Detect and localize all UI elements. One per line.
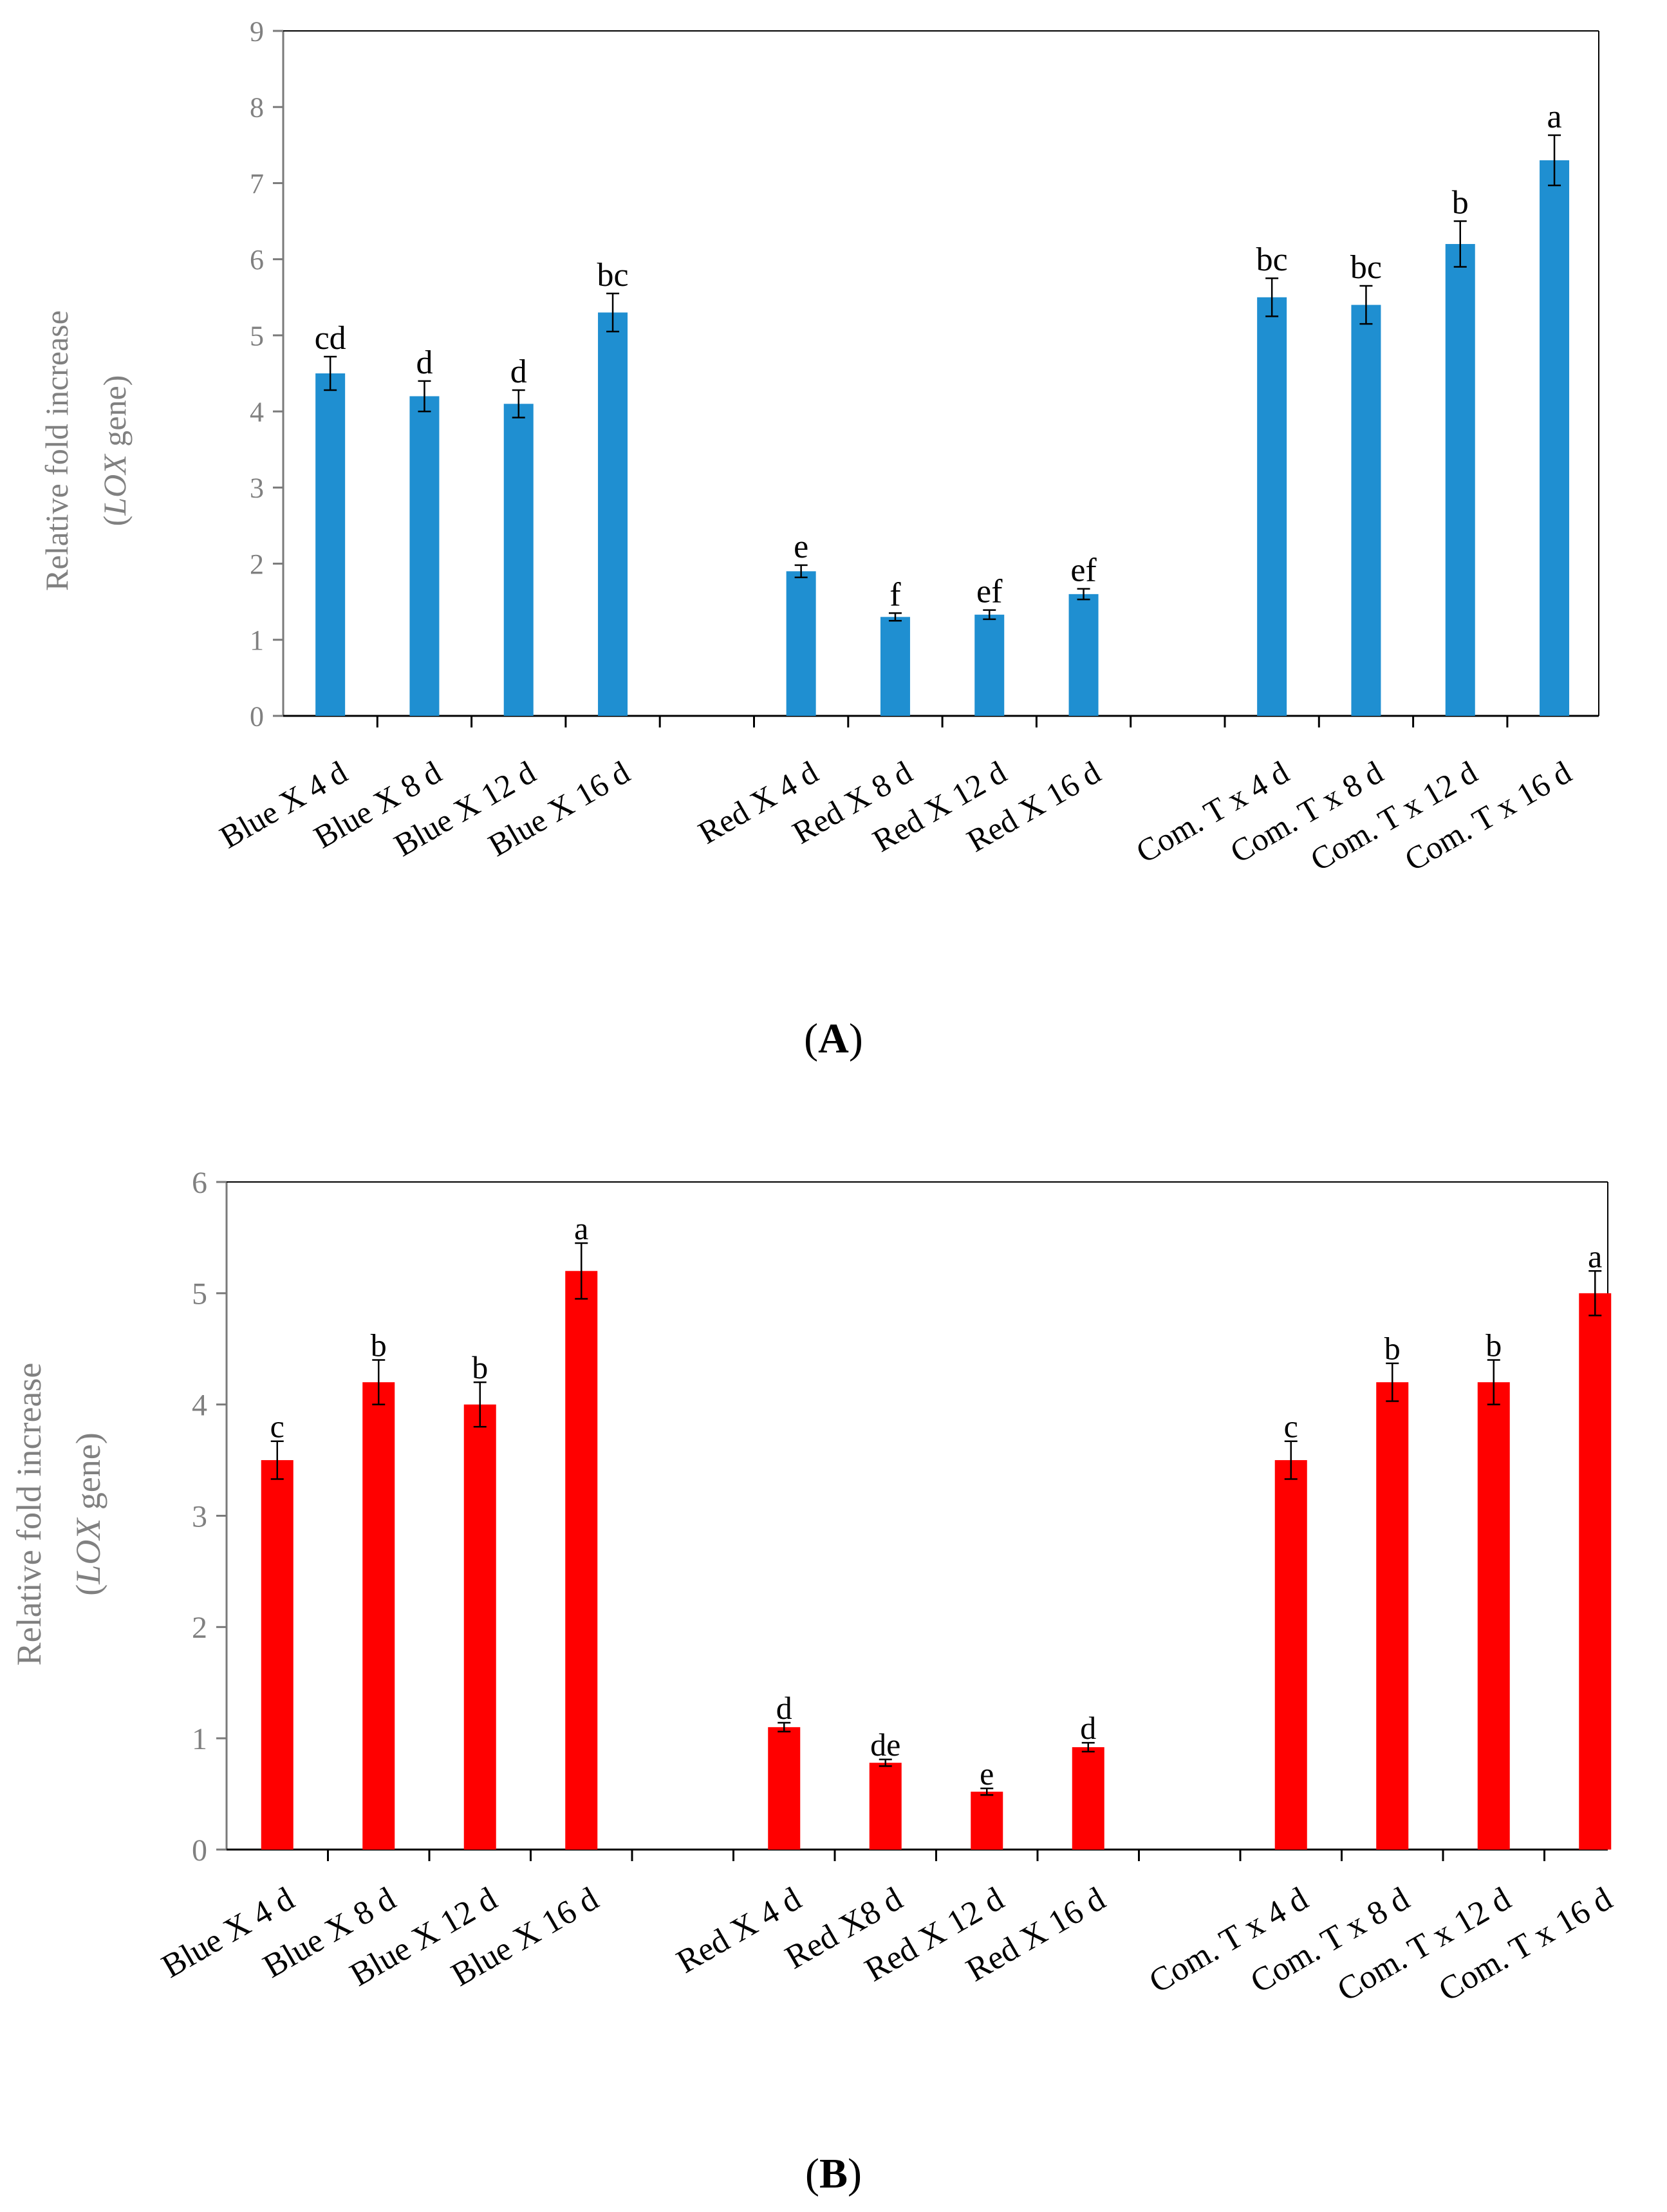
bar-a (315, 373, 346, 716)
significance-letter-b: a (1588, 1238, 1602, 1274)
panel-label-letter-b: B (819, 2150, 848, 2197)
y-tick-label-a: 0 (250, 700, 264, 732)
bar-b (261, 1460, 293, 1850)
bar-a (1068, 594, 1099, 716)
significance-letter-a: e (794, 529, 808, 565)
y-axis-title-open-a: ( (97, 516, 133, 527)
y-tick-label-b: 0 (192, 1833, 207, 1868)
bar-b (971, 1792, 1003, 1850)
significance-letter-b: d (776, 1690, 792, 1726)
y-axis-title-rest-b: gene) (69, 1432, 107, 1518)
bar-b (1376, 1382, 1409, 1850)
bar-a (1540, 160, 1570, 716)
bar-b (362, 1382, 395, 1850)
significance-letter-b: b (1485, 1327, 1502, 1364)
significance-letter-a: bc (1256, 241, 1288, 278)
panel-label-open-b: ( (805, 2150, 819, 2197)
panel-label-close-b: ) (848, 2150, 862, 2197)
bar-a (409, 396, 440, 716)
significance-letter-a: bc (1350, 249, 1382, 286)
bar-a (880, 617, 910, 716)
y-tick-label-b: 4 (192, 1388, 207, 1422)
y-tick-label-b: 3 (192, 1499, 207, 1533)
significance-letter-a: d (416, 344, 433, 381)
bar-a (1351, 305, 1381, 717)
significance-letter-b: e (980, 1756, 994, 1792)
y-tick-label-a: 7 (250, 168, 264, 200)
significance-letter-b: b (1384, 1331, 1401, 1367)
bar-b (869, 1763, 902, 1850)
bar-b (768, 1727, 801, 1850)
bar-b (1274, 1460, 1307, 1850)
bar-b (565, 1271, 598, 1850)
bar-a (503, 404, 534, 716)
category-label-b: Red X 4 d (671, 1880, 807, 1981)
y-tick-label-a: 8 (250, 92, 264, 124)
bar-a (974, 614, 1005, 716)
panel-label-open-a: ( (804, 1015, 818, 1062)
bar-b (1579, 1293, 1612, 1850)
significance-letter-b: b (371, 1327, 387, 1364)
bar-a (598, 312, 628, 716)
bar-a (1257, 297, 1287, 716)
panel-label-b: (B) (805, 2150, 862, 2197)
y-tick-label-a: 1 (250, 624, 264, 656)
y-tick-label-b: 5 (192, 1277, 207, 1311)
panel-label-close-a: ) (849, 1015, 863, 1062)
y-axis-title-gene-a: LOX (97, 453, 133, 516)
bar-b (1477, 1382, 1510, 1850)
y-axis-title-line1-a: Relative fold increase (39, 310, 75, 591)
y-tick-label-a: 6 (250, 244, 264, 276)
y-tick-label-a: 3 (250, 473, 264, 504)
y-tick-label-a: 2 (250, 548, 264, 580)
y-tick-label-b: 1 (192, 1722, 207, 1756)
y-axis-title-gene-b: LOX (69, 1517, 107, 1585)
significance-letter-a: d (510, 353, 527, 390)
significance-letter-a: ef (976, 574, 1003, 610)
bar-a (1445, 244, 1475, 716)
significance-letter-a: ef (1070, 552, 1097, 589)
panel-label-letter-a: A (818, 1015, 849, 1062)
bar-b (463, 1404, 496, 1850)
significance-letter-b: b (472, 1349, 488, 1385)
bar-b (1072, 1747, 1104, 1850)
significance-letter-a: f (889, 576, 901, 613)
y-axis-title-line2-b: (LOX gene) (69, 1432, 107, 1595)
y-axis-title-rest-a: gene) (97, 375, 133, 455)
significance-letter-a: a (1547, 98, 1562, 135)
y-tick-label-b: 6 (192, 1166, 207, 1200)
significance-letter-b: d (1080, 1710, 1096, 1746)
significance-letter-b: a (574, 1210, 588, 1246)
significance-letter-b: c (1284, 1409, 1298, 1445)
significance-letter-a: b (1452, 185, 1469, 221)
y-tick-label-a: 5 (250, 320, 264, 351)
y-tick-label-a: 4 (250, 397, 264, 428)
y-tick-label-b: 2 (192, 1611, 207, 1645)
y-axis-title-line1-b: Relative fold increase (10, 1363, 48, 1666)
panel-label-a: (A) (804, 1015, 863, 1062)
y-axis-title-line2-a: (LOX gene) (97, 375, 133, 527)
significance-letter-b: de (870, 1727, 900, 1763)
y-axis-title-open-b: ( (69, 1584, 107, 1596)
significance-letter-b: c (270, 1409, 284, 1445)
significance-letter-a: bc (597, 257, 629, 294)
significance-letter-a: cd (315, 320, 346, 357)
y-tick-label-a: 9 (250, 15, 264, 47)
bar-a (786, 571, 816, 716)
